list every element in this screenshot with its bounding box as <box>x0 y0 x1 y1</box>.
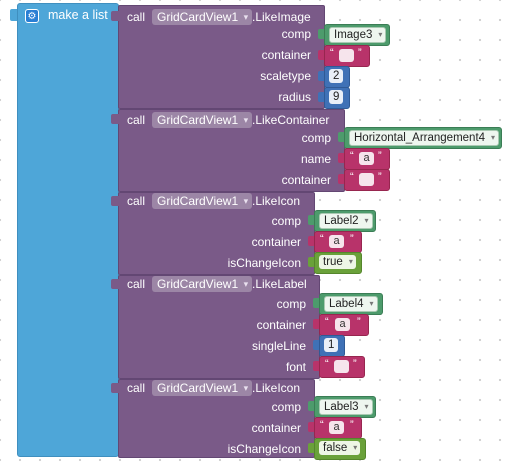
param-label: font <box>285 360 306 374</box>
component-value[interactable]: Image3 <box>329 27 387 43</box>
method-name: .LikeLabel <box>252 277 307 291</box>
text-value[interactable]: a <box>329 421 344 434</box>
component-value[interactable]: Label4 <box>324 296 378 312</box>
component-block[interactable]: Image3 <box>324 24 390 46</box>
call-keyword: call <box>127 10 146 24</box>
call-block-like-label[interactable]: call GridCardView1 .LikeLabel comp conta… <box>118 275 320 379</box>
list-block-connector <box>10 9 19 21</box>
component-dropdown[interactable]: GridCardView1 <box>152 276 253 292</box>
list-block-title: make a list <box>48 8 108 22</box>
text-value[interactable] <box>334 360 349 373</box>
component-dropdown[interactable]: GridCardView1 <box>152 112 253 128</box>
param-label: comp <box>281 27 311 41</box>
call-block-like-image[interactable]: call GridCardView1 .LikeImage comp conta… <box>118 5 325 109</box>
param-label: radius <box>278 90 311 104</box>
text-block[interactable]: “ ” <box>319 356 365 378</box>
make-a-list-block[interactable] <box>17 3 119 457</box>
param-label: comp <box>271 214 301 228</box>
param-label: container <box>281 173 331 187</box>
param-label: comp <box>276 297 306 311</box>
param-label: comp <box>271 400 301 414</box>
param-label: container <box>251 421 301 435</box>
number-value[interactable]: 9 <box>329 90 344 104</box>
boolean-value[interactable]: false <box>319 441 361 455</box>
method-name: .LikeImage <box>252 10 311 24</box>
call-keyword: call <box>127 381 146 395</box>
block-connector <box>111 11 119 21</box>
param-label: container <box>256 318 306 332</box>
component-value[interactable]: Label3 <box>319 399 373 415</box>
component-dropdown[interactable]: GridCardView1 <box>152 9 253 25</box>
text-value[interactable]: a <box>359 152 374 165</box>
call-keyword: call <box>127 277 146 291</box>
call-block-like-icon-2[interactable]: call GridCardView1 .LikeIcon comp contai… <box>118 379 315 458</box>
component-block[interactable]: Label2 <box>314 210 376 232</box>
param-label: comp <box>301 131 331 145</box>
param-label: container <box>261 48 311 62</box>
gear-icon[interactable]: ⚙ <box>25 9 39 23</box>
number-value[interactable]: 1 <box>324 338 339 352</box>
text-value[interactable] <box>339 49 354 62</box>
call-block-like-container[interactable]: call GridCardView1 .LikeContainer comp n… <box>118 109 345 192</box>
text-value[interactable] <box>359 173 374 186</box>
block-connector <box>111 114 119 124</box>
param-label: container <box>251 235 301 249</box>
number-block[interactable]: 2 <box>324 66 350 88</box>
number-block[interactable]: 1 <box>319 335 345 357</box>
block-connector <box>111 383 119 393</box>
param-label: name <box>300 152 331 166</box>
component-dropdown[interactable]: GridCardView1 <box>152 380 253 396</box>
component-dropdown[interactable]: GridCardView1 <box>152 193 253 209</box>
method-name: .LikeIcon <box>252 381 301 395</box>
component-value[interactable]: Label2 <box>319 213 373 229</box>
number-value[interactable]: 2 <box>329 69 344 83</box>
call-keyword: call <box>127 113 146 127</box>
method-name: .LikeContainer <box>252 113 330 127</box>
call-keyword: call <box>127 194 146 208</box>
block-connector <box>111 196 119 206</box>
boolean-block[interactable]: false <box>314 438 366 460</box>
text-block[interactable]: “ ” <box>344 169 390 191</box>
param-label: scaletype <box>260 69 311 83</box>
method-name: .LikeIcon <box>252 194 301 208</box>
boolean-block[interactable]: true <box>314 252 362 274</box>
param-label: isChangeIcon <box>227 442 301 456</box>
component-block[interactable]: Label4 <box>319 293 383 315</box>
text-block[interactable]: “ a ” <box>319 314 369 336</box>
number-block[interactable]: 9 <box>324 87 350 109</box>
block-connector <box>111 279 119 289</box>
text-block[interactable]: “ ” <box>324 45 370 67</box>
boolean-value[interactable]: true <box>319 255 356 269</box>
component-block[interactable]: Label3 <box>314 396 376 418</box>
text-value[interactable]: a <box>329 235 344 248</box>
text-block[interactable]: “ a ” <box>314 231 362 253</box>
param-label: singleLine <box>251 339 306 353</box>
text-block[interactable]: “ a ” <box>314 417 362 439</box>
param-label: isChangeIcon <box>227 256 301 270</box>
text-block[interactable]: “ a ” <box>344 148 390 170</box>
call-block-like-icon[interactable]: call GridCardView1 .LikeIcon comp contai… <box>118 192 315 275</box>
component-block[interactable]: Horizontal_Arrangement4 <box>344 127 502 149</box>
component-value[interactable]: Horizontal_Arrangement4 <box>349 130 500 146</box>
text-value[interactable]: a <box>335 318 350 331</box>
